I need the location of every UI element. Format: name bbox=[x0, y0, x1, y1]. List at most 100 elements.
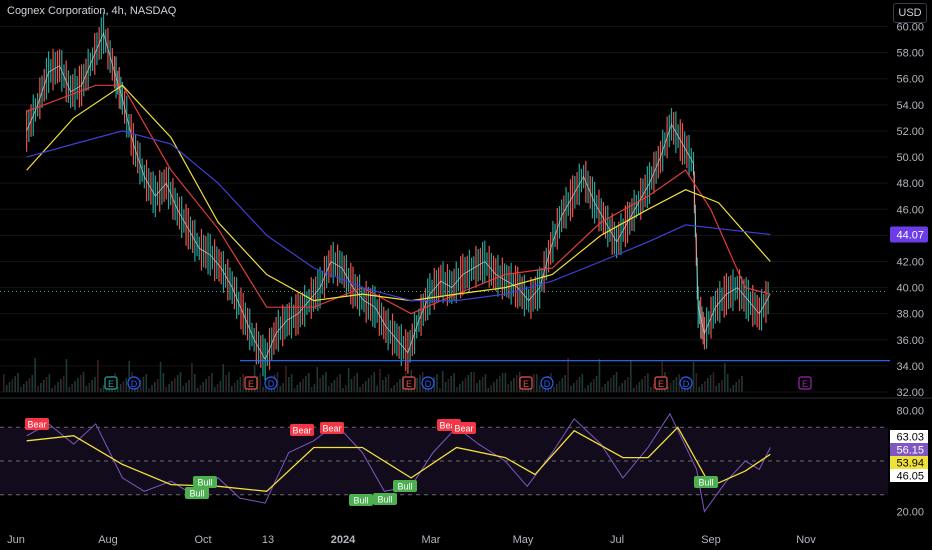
volume-bar bbox=[667, 386, 669, 392]
volume-bar bbox=[339, 374, 341, 392]
earnings-icon bbox=[519, 376, 533, 390]
volume-bar bbox=[165, 387, 168, 392]
event-marker-earnings[interactable]: E bbox=[104, 376, 118, 390]
volume-bar bbox=[715, 386, 718, 392]
volume-bar bbox=[587, 385, 589, 392]
event-marker-earnings[interactable]: E bbox=[654, 376, 668, 390]
volume-bar bbox=[732, 385, 735, 392]
volume-bar bbox=[265, 384, 267, 392]
volume-bar bbox=[22, 384, 25, 392]
price-tick-label: 52.00 bbox=[896, 126, 924, 138]
price-tick-label: 50.00 bbox=[896, 152, 924, 164]
volume-bar bbox=[17, 373, 19, 392]
volume-bar bbox=[45, 377, 48, 392]
event-marker-dividend[interactable]: D bbox=[127, 376, 141, 390]
volume-bar bbox=[119, 384, 122, 392]
event-marker-label: D bbox=[544, 379, 551, 389]
signal-tag-bull: Bull bbox=[373, 493, 397, 505]
signal-tag-label: Bear bbox=[27, 420, 46, 430]
volume-bar bbox=[350, 379, 353, 392]
volume-bar bbox=[384, 377, 387, 392]
volume-bar bbox=[316, 367, 319, 392]
volume-bar bbox=[91, 380, 93, 392]
rsi-value-badge: 53.94 bbox=[896, 458, 924, 470]
signal-tag-bg bbox=[290, 424, 314, 436]
volume-bar bbox=[484, 374, 487, 392]
volume-bar bbox=[208, 376, 210, 392]
volume-bar bbox=[510, 381, 512, 392]
volume-bar bbox=[60, 379, 62, 392]
event-marker-upcoming-earnings[interactable]: E bbox=[798, 376, 812, 390]
volume-bar bbox=[436, 374, 438, 392]
volume-bar bbox=[575, 380, 578, 392]
ma-fast-line bbox=[26, 84, 771, 315]
event-marker-dividend[interactable]: D bbox=[679, 376, 693, 390]
rsi-line bbox=[26, 412, 771, 513]
event-marker-dividend[interactable]: D bbox=[540, 376, 554, 390]
volume-bar bbox=[225, 375, 227, 392]
event-marker-earnings[interactable]: E bbox=[519, 376, 533, 390]
event-marker-dividend[interactable]: D bbox=[421, 376, 435, 390]
volume-bar bbox=[54, 385, 56, 392]
volume-bar bbox=[219, 381, 222, 392]
price-tick-label: 56.00 bbox=[896, 74, 924, 86]
event-marker-label: E bbox=[406, 379, 412, 389]
volume-bar bbox=[618, 386, 621, 392]
volume-bar bbox=[196, 388, 199, 392]
volume-bar bbox=[299, 382, 301, 392]
signal-tag-bg bbox=[320, 422, 344, 434]
signal-tag-bg bbox=[373, 493, 397, 505]
volume-bar bbox=[142, 377, 145, 392]
signal-tag-label: Bear bbox=[292, 426, 311, 436]
event-marker-earnings[interactable]: E bbox=[402, 376, 416, 390]
volume-bar bbox=[447, 379, 450, 392]
volume-bar bbox=[627, 377, 629, 392]
rsi-value-badge-bg bbox=[890, 469, 928, 482]
volume-bar bbox=[310, 387, 313, 392]
volume-bar bbox=[444, 382, 447, 392]
volume-bar bbox=[695, 373, 698, 392]
volume-bar bbox=[504, 373, 507, 392]
signal-tag-label: Bull bbox=[189, 489, 204, 499]
volume-bar bbox=[513, 378, 515, 392]
volume-bar bbox=[5, 385, 8, 392]
volume-bar bbox=[71, 384, 73, 392]
volume-bar bbox=[148, 388, 150, 392]
volume-bar bbox=[162, 373, 165, 392]
volume-bar bbox=[459, 384, 461, 392]
rsi-tick-label: 80.00 bbox=[896, 405, 924, 417]
signal-tag-bear: Bear bbox=[452, 422, 476, 434]
volume-bar bbox=[669, 383, 672, 392]
volume-bar bbox=[77, 378, 79, 392]
currency-button[interactable]: USD bbox=[893, 3, 927, 23]
volume-bar bbox=[42, 380, 45, 392]
volume-bar bbox=[327, 386, 330, 392]
volume-bar bbox=[139, 380, 142, 392]
dividend-icon bbox=[540, 376, 554, 390]
earnings-icon bbox=[654, 376, 668, 390]
dividend-icon bbox=[264, 376, 278, 390]
signal-tag-bg bbox=[694, 476, 718, 488]
volume-bar bbox=[601, 387, 604, 392]
volume-bar bbox=[14, 376, 16, 392]
volume-bar bbox=[473, 372, 475, 392]
volume-bar bbox=[598, 359, 601, 392]
volume-bar bbox=[31, 375, 34, 392]
volume-bar bbox=[74, 381, 76, 392]
volume-bar bbox=[359, 387, 361, 392]
volume-bar bbox=[28, 378, 31, 392]
volume-bar bbox=[239, 377, 242, 392]
event-marker-label: D bbox=[425, 379, 432, 389]
signal-tag-bull: Bull bbox=[349, 494, 373, 506]
event-marker-dividend[interactable]: D bbox=[264, 376, 278, 390]
signal-tag-bg bbox=[452, 422, 476, 434]
volume-bar bbox=[296, 385, 299, 392]
event-marker-earnings[interactable]: E bbox=[244, 376, 258, 390]
volume-bar bbox=[604, 384, 606, 392]
volume-bar bbox=[729, 388, 732, 392]
rsi-value-badge-bg bbox=[890, 456, 928, 469]
signal-tag-label: Bull bbox=[698, 478, 713, 488]
signal-tag-bull: Bull bbox=[193, 476, 217, 488]
time-tick-label: Nov bbox=[796, 534, 816, 546]
